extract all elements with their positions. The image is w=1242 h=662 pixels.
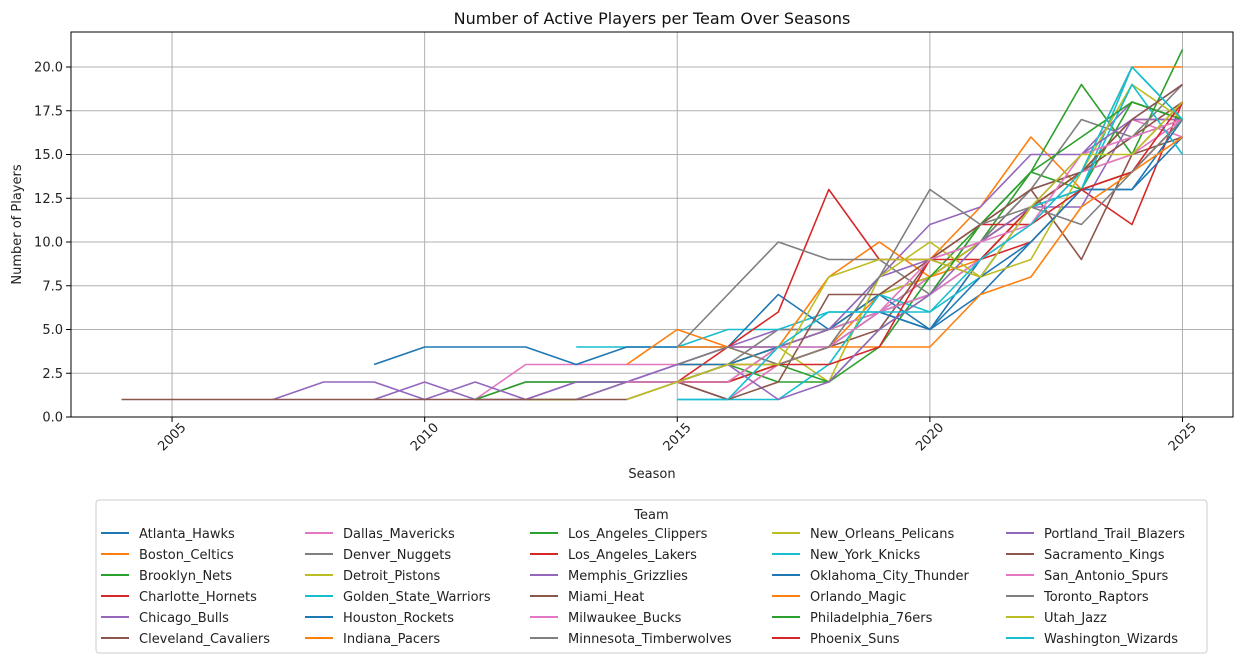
- legend-label-chicago-bulls: Chicago_Bulls: [139, 611, 229, 626]
- series-line-toronto-raptors: [677, 118, 1184, 366]
- legend-label-phoenix-suns: Phoenix_Suns: [810, 632, 900, 647]
- y-tick-label: 17.5: [34, 104, 63, 119]
- legend-label-cleveland-cavaliers: Cleveland_Cavaliers: [139, 632, 270, 647]
- legend-label-portland-trail-blazers: Portland_Trail_Blazers: [1044, 527, 1185, 542]
- legend-label-oklahoma-city-thunder: Oklahoma_City_Thunder: [810, 569, 970, 584]
- y-tick-label: 20.0: [34, 61, 63, 76]
- legend-label-san-antonio-spurs: San_Antonio_Spurs: [1044, 569, 1169, 584]
- plot-frame: [70, 31, 1234, 418]
- legend-label-atlanta-hawks: Atlanta_Hawks: [139, 527, 235, 542]
- legend-label-utah-jazz: Utah_Jazz: [1044, 611, 1107, 626]
- x-axis-label: Season: [628, 467, 675, 482]
- y-tick-label: 15.0: [34, 148, 63, 163]
- y-tick-label: 5.0: [42, 323, 63, 338]
- series-line-san-antonio-spurs: [626, 118, 1183, 383]
- y-tick-label: 0.0: [42, 411, 63, 426]
- y-axis-label: Number of Players: [10, 164, 25, 284]
- legend-label-golden-state-warriors: Golden_State_Warriors: [343, 590, 491, 605]
- legend-box: [95, 499, 1208, 654]
- legend-label-orlando-magic: Orlando_Magic: [810, 590, 906, 605]
- legend-label-memphis-grizzlies: Memphis_Grizzlies: [568, 569, 688, 584]
- legend-label-los-angeles-lakers: Los_Angeles_Lakers: [568, 548, 697, 563]
- legend: Team Atlanta_Hawks Boston_Celtics Brooklyn…: [95, 499, 1208, 654]
- legend-label-brooklyn-nets: Brooklyn_Nets: [139, 569, 232, 584]
- legend-label-houston-rockets: Houston_Rockets: [343, 611, 454, 626]
- legend-label-philadelphia-76ers: Philadelphia_76ers: [810, 611, 933, 626]
- y-tick-label: 2.5: [42, 367, 63, 382]
- legend-label-minnesota-timberwolves: Minnesota_Timberwolves: [568, 632, 732, 647]
- y-tick-label: 12.5: [34, 192, 63, 207]
- legend-label-washington-wizards: Washington_Wizards: [1044, 632, 1178, 647]
- chart-title: Number of Active Players per Team Over S…: [454, 9, 851, 28]
- legend-label-miami-heat: Miami_Heat: [568, 590, 644, 605]
- legend-label-milwaukee-bucks: Milwaukee_Bucks: [568, 611, 682, 626]
- legend-label-denver-nuggets: Denver_Nuggets: [343, 548, 451, 563]
- series-lines: [121, 49, 1184, 401]
- y-tick-label: 7.5: [42, 279, 63, 294]
- legend-label-charlotte-hornets: Charlotte_Hornets: [139, 590, 257, 605]
- legend-label-indiana-pacers: Indiana_Pacers: [343, 632, 440, 647]
- legend-label-new-orleans-pelicans: New_Orleans_Pelicans: [810, 527, 954, 542]
- y-tick-label: 10.0: [34, 236, 63, 251]
- legend-label-los-angeles-clippers: Los_Angeles_Clippers: [568, 527, 708, 542]
- legend-label-sacramento-kings: Sacramento_Kings: [1044, 548, 1165, 563]
- series-line-oklahoma-city-thunder: [677, 119, 1184, 366]
- legend-label-dallas-mavericks: Dallas_Mavericks: [343, 527, 455, 542]
- series-line-washington-wizards: [677, 66, 1184, 401]
- legend-label-boston-celtics: Boston_Celtics: [139, 548, 234, 563]
- legend-title: Team: [633, 508, 668, 523]
- legend-label-toronto-raptors: Toronto_Raptors: [1043, 590, 1149, 605]
- legend-label-detroit-pistons: Detroit_Pistons: [343, 569, 441, 584]
- legend-label-new-york-knicks: New_York_Knicks: [810, 548, 920, 563]
